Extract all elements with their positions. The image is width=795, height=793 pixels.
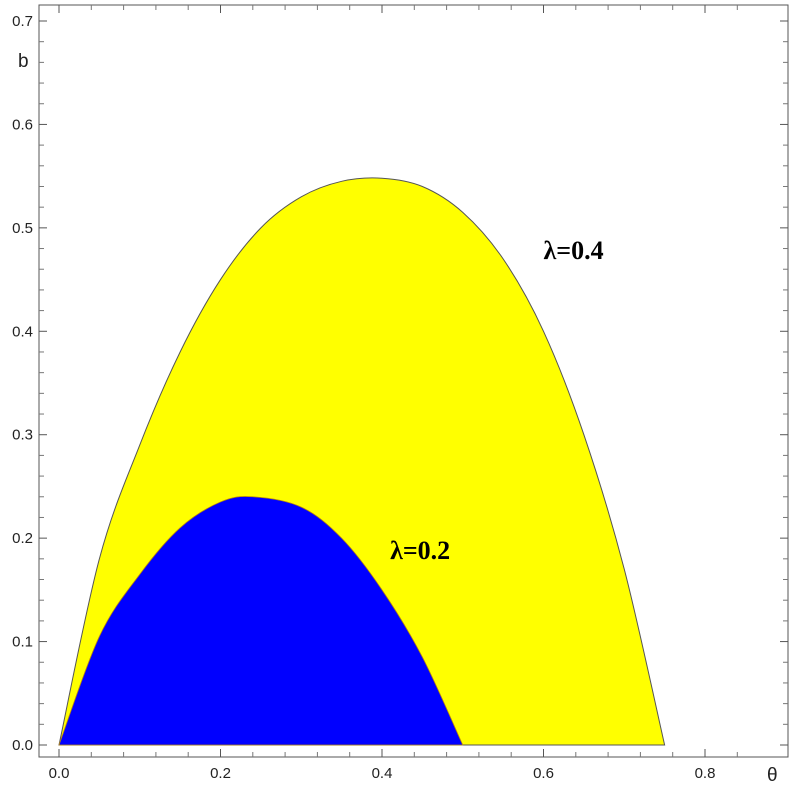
- y-tick-label: 0.3: [12, 427, 33, 444]
- y-tick-label: 0.4: [12, 323, 33, 340]
- series-label-lambda-0-4: λ=0.4: [544, 236, 604, 265]
- region-lambda-0-2: [58, 496, 464, 746]
- x-tick-label: 0.2: [210, 765, 231, 782]
- y-tick-label: 0.7: [12, 13, 33, 30]
- x-tick-label: 0.0: [49, 765, 70, 782]
- y-tick-label: 0.1: [12, 634, 33, 651]
- x-tick-label: 0.6: [533, 765, 554, 782]
- y-tick-label: 0.6: [12, 116, 33, 133]
- series-label-lambda-0-2: λ=0.2: [390, 536, 450, 565]
- y-tick-label: 0.0: [12, 737, 33, 754]
- y-axis-label: b: [18, 51, 29, 72]
- x-axis-label: θ: [767, 765, 778, 786]
- x-tick-label: 0.8: [695, 765, 716, 782]
- x-tick-label: 0.4: [372, 765, 393, 782]
- y-tick-label: 0.5: [12, 220, 33, 237]
- plot-frame: [38, 4, 789, 758]
- y-tick-label: 0.2: [12, 530, 33, 547]
